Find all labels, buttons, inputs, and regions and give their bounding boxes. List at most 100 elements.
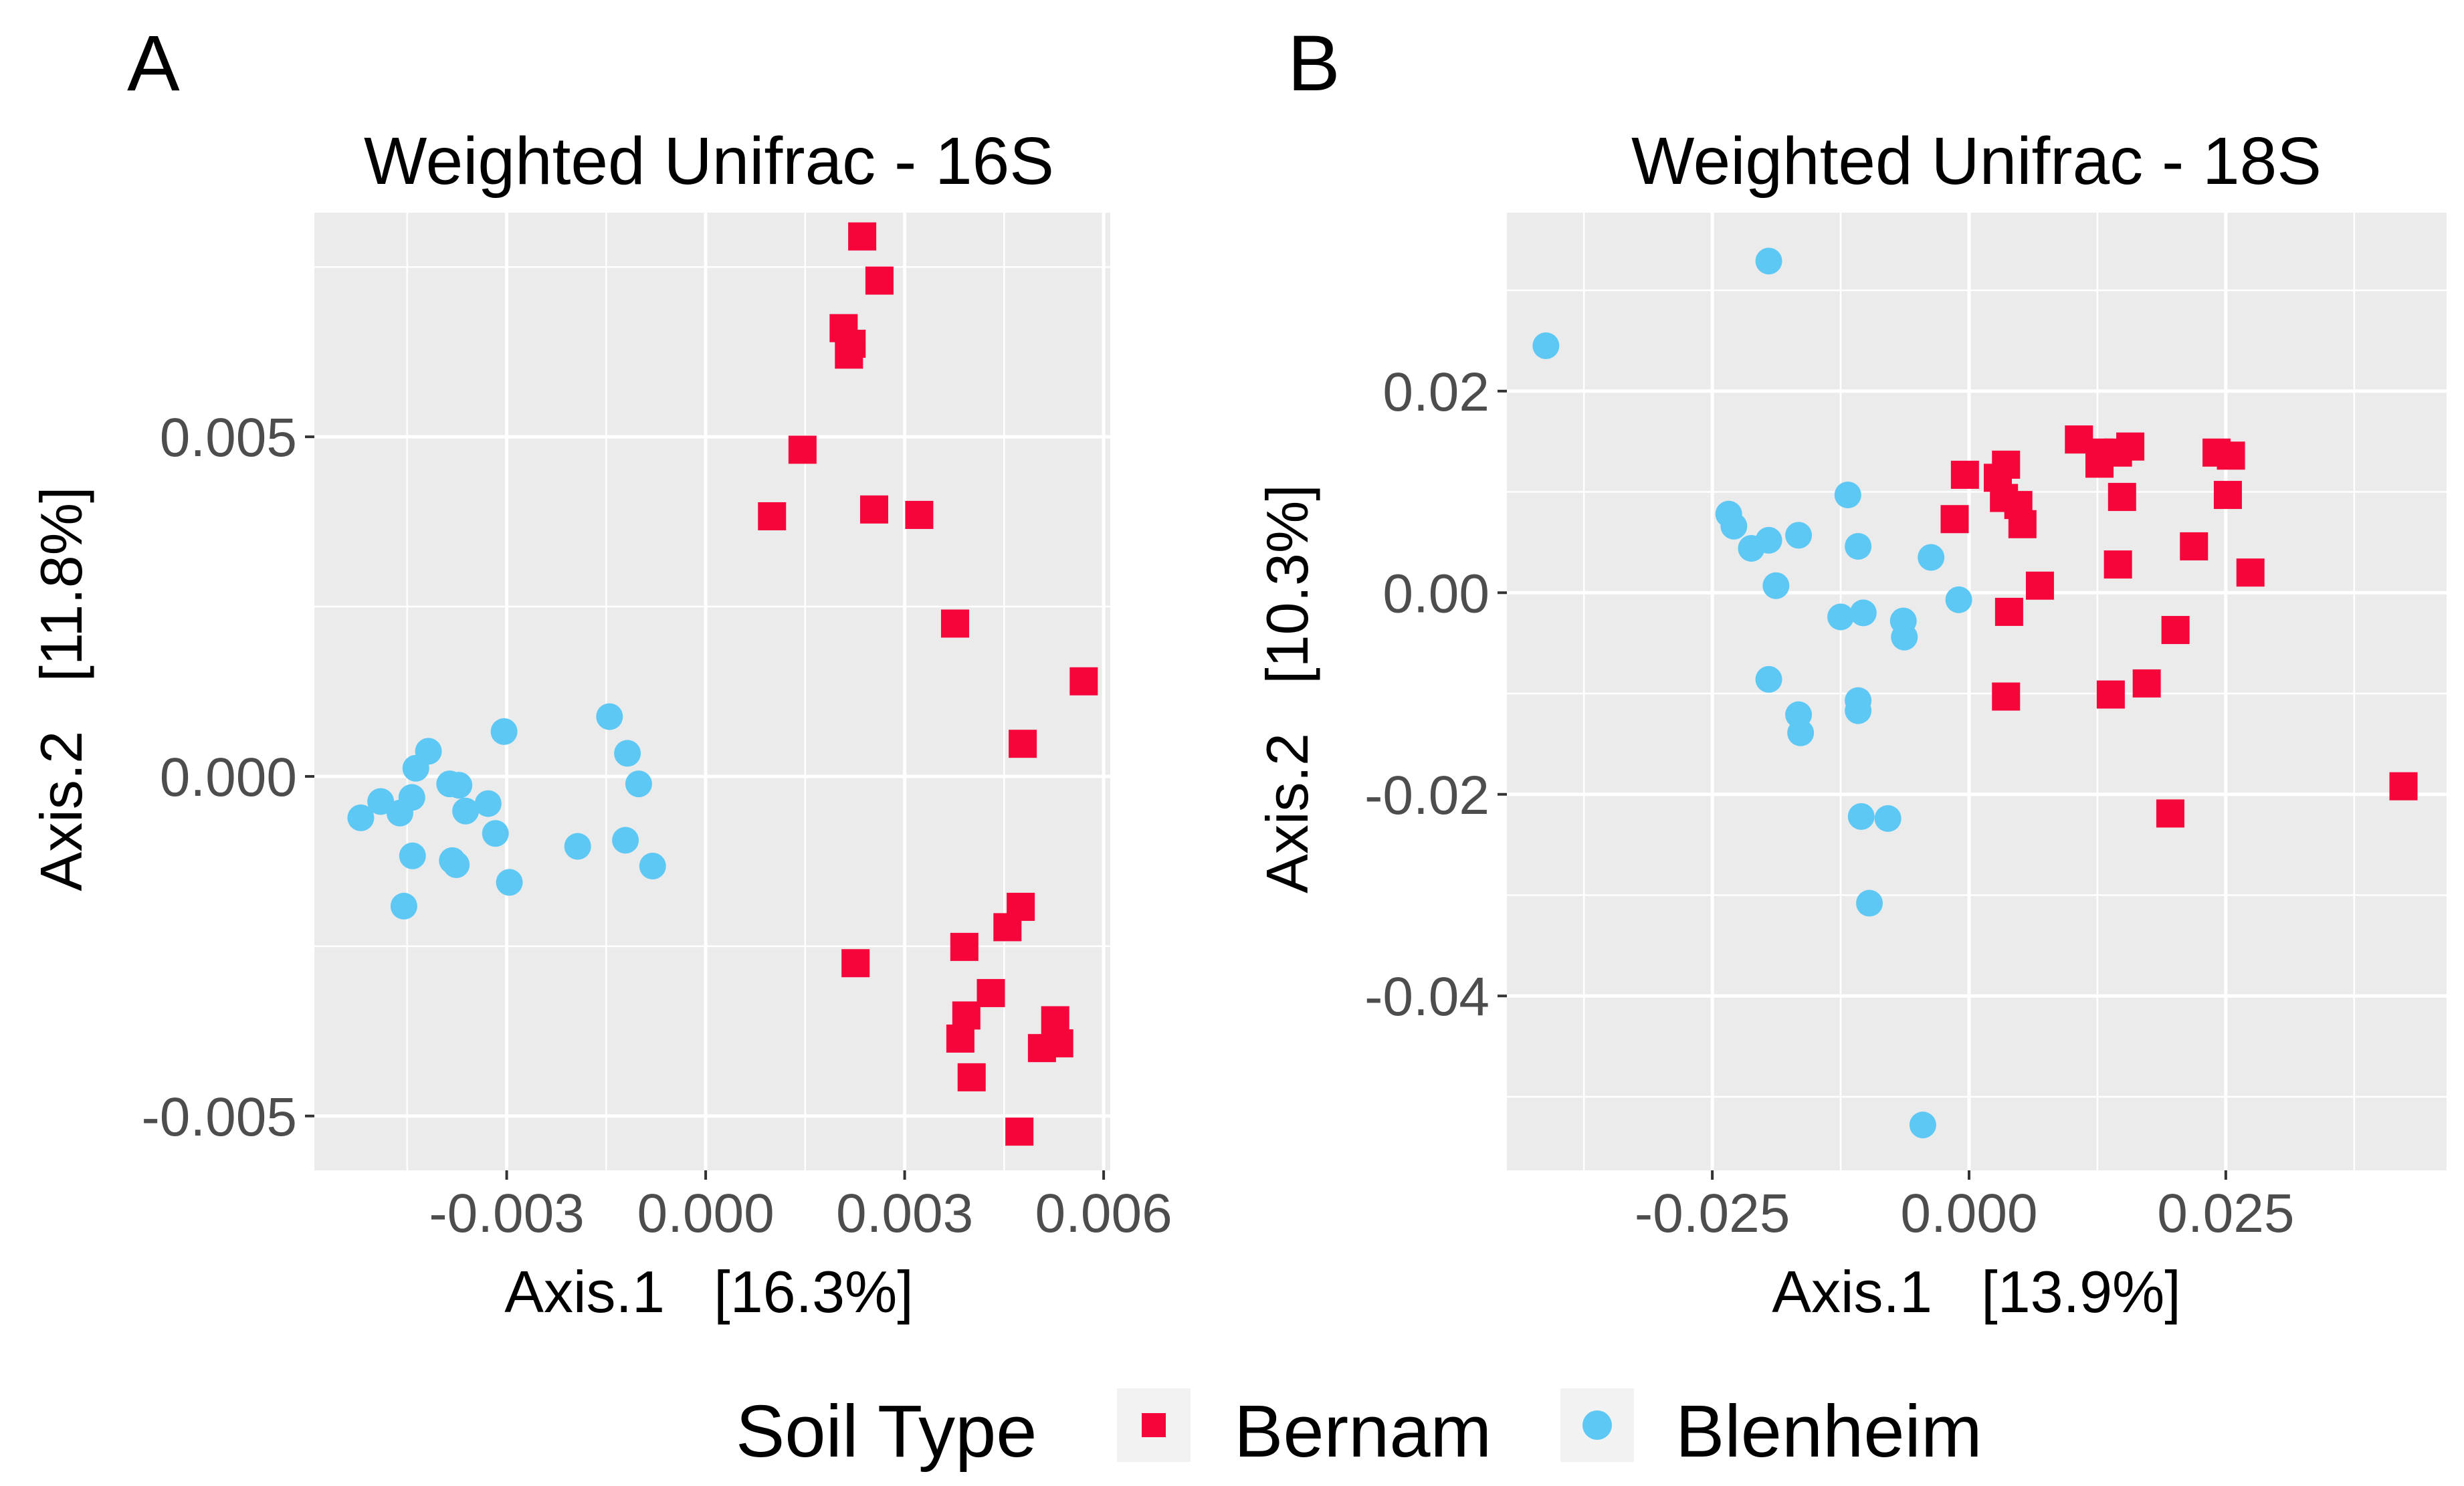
legend-swatch-blenheim: [1582, 1410, 1612, 1440]
panel-a-point-bernam: [1005, 1118, 1034, 1146]
panel-b-x-tick-label: 0.025: [2157, 1183, 2294, 1244]
panel-a-point-blenheim: [445, 772, 473, 799]
panel-a-x-tick-label: 0.000: [637, 1183, 774, 1244]
panel-a-plot: -0.003 0.000 0.003 0.006 -0.005 0.000 0.005: [141, 213, 1172, 1244]
panel-b-point-blenheim: [1856, 889, 1883, 917]
panel-b-point-bernam: [2116, 432, 2145, 461]
panel-a-x-tick-label: 0.003: [836, 1183, 973, 1244]
panel-b-point-bernam: [2180, 532, 2209, 560]
panel-a-point-blenheim: [612, 827, 639, 854]
panel-label-b: B: [1288, 19, 1340, 108]
legend-swatch-bernam: [1142, 1413, 1166, 1437]
panel-b-point-bernam: [2132, 669, 2161, 698]
panel-b-point-blenheim: [1918, 544, 1945, 571]
panel-a-point-bernam: [950, 932, 979, 961]
panel-b-point-blenheim: [1891, 623, 1918, 651]
panel-b-point-bernam: [2103, 550, 2132, 579]
panel-a-point-blenheim: [390, 892, 417, 920]
panel-b-plot-background: [1507, 213, 2447, 1170]
panel-a-point-bernam: [957, 1063, 986, 1091]
panel-b-point-bernam: [1950, 460, 1979, 489]
panel-b-point-blenheim: [1945, 586, 1972, 613]
panel-a-point-bernam: [1045, 1029, 1073, 1058]
panel-a-title: Weighted Unifrac - 16S: [364, 124, 1054, 199]
panel-b-point-blenheim: [1845, 532, 1872, 560]
panel-b-x-tick-label: -0.025: [1635, 1183, 1790, 1244]
panel-b-point-bernam: [2213, 481, 2242, 510]
panel-b-point-bernam: [2236, 558, 2265, 587]
panel-b-x-tick-label: 0.000: [1900, 1183, 2037, 1244]
panel-b-y-axis-label: Axis.2 [10.3%]: [1254, 484, 1320, 893]
panel-a-point-blenheim: [398, 784, 425, 811]
panel-a-x-tick-label: -0.003: [429, 1183, 585, 1244]
panel-b-point-blenheim: [1827, 603, 1855, 631]
legend-label-blenheim: Blenheim: [1675, 1390, 1982, 1473]
panel-b-point-blenheim: [1755, 665, 1782, 693]
panel-a-point-blenheim: [639, 853, 666, 880]
panel-b-point-blenheim: [1785, 522, 1813, 549]
panel-a-point-bernam: [788, 435, 817, 464]
panel-a-point-bernam: [946, 1024, 974, 1053]
panel-a-point-bernam: [1069, 667, 1098, 696]
panel-a-point-blenheim: [564, 833, 591, 860]
panel-a-point-blenheim: [452, 797, 480, 825]
panel-b-point-blenheim: [1834, 482, 1861, 509]
panel-a-x-tick-label: 0.006: [1035, 1183, 1172, 1244]
panel-a-x-axis-label: Axis.1 [16.3%]: [504, 1259, 913, 1325]
panel-a-point-blenheim: [625, 770, 652, 798]
panel-a-point-blenheim: [474, 790, 502, 817]
panel-a-point-blenheim: [399, 842, 426, 869]
panel-b-point-blenheim: [1909, 1111, 1936, 1139]
panel-a-y-tick-label: -0.005: [141, 1087, 297, 1148]
panel-a-point-bernam: [835, 340, 863, 369]
panel-a-point-blenheim: [443, 851, 470, 878]
panel-b-point-blenheim: [1874, 805, 1902, 832]
panel-b-point-blenheim: [1755, 247, 1782, 275]
panel-a-point-bernam: [859, 495, 888, 524]
panel-a-point-bernam: [848, 222, 877, 251]
panel-a-point-bernam: [977, 978, 1005, 1007]
panel-a-y-tick-label: 0.005: [160, 407, 297, 468]
panel-b-point-bernam: [1994, 597, 2023, 626]
panel-b-plot: -0.025 0.000 0.025 -0.04 -0.02 0.00 0.02: [1364, 213, 2447, 1244]
panel-a-plot-background: [314, 213, 1110, 1170]
legend: Soil Type Bernam Blenheim: [736, 1388, 1982, 1473]
panel-b-title: Weighted Unifrac - 18S: [1631, 124, 2322, 199]
panel-b-point-blenheim: [1787, 719, 1815, 746]
panel-a-y-axis-label: Axis.2 [11.8%]: [28, 487, 94, 891]
panel-a-point-bernam: [758, 502, 787, 530]
panel-b-y-tick-label: -0.02: [1364, 765, 1490, 826]
panel-a-point-bernam: [940, 609, 969, 638]
panel-b-point-bernam: [2389, 772, 2418, 801]
panel-b-point-blenheim: [1845, 697, 1872, 724]
panel-b-point-bernam: [2008, 510, 2037, 538]
panel-b-point-blenheim: [1847, 803, 1875, 830]
panel-b-point-bernam: [2217, 441, 2245, 470]
legend-title: Soil Type: [736, 1390, 1037, 1473]
panel-b-point-bernam: [2096, 680, 2125, 709]
panel-b-point-blenheim: [1755, 526, 1782, 554]
panel-b-point-blenheim: [1762, 572, 1790, 599]
panel-a-point-blenheim: [496, 869, 523, 896]
panel-a-point-blenheim: [596, 703, 623, 730]
panel-a-y-tick-label: 0.000: [160, 747, 297, 808]
panel-label-a: A: [127, 19, 180, 108]
panel-b-point-bernam: [2108, 483, 2136, 512]
panel-a-point-blenheim: [367, 788, 395, 815]
panel-a-point-bernam: [841, 949, 870, 978]
panel-a-point-blenheim: [415, 738, 442, 765]
panel-b-y-tick-label: 0.02: [1382, 362, 1490, 423]
panel-a-point-blenheim: [490, 718, 518, 745]
panel-b-y-tick-label: 0.00: [1382, 563, 1490, 624]
panel-b-point-blenheim: [1532, 332, 1560, 359]
panel-a-point-bernam: [1009, 730, 1037, 758]
panel-b-point-bernam: [2161, 616, 2190, 645]
panel-b-x-axis-label: Axis.1 [13.9%]: [1772, 1259, 2180, 1325]
panel-b-point-bernam: [2156, 799, 2184, 828]
panel-a-point-bernam: [905, 500, 934, 529]
panel-b-point-blenheim: [1849, 599, 1877, 627]
legend-label-bernam: Bernam: [1234, 1390, 1492, 1473]
panel-a-point-blenheim: [614, 740, 641, 767]
panel-b-point-bernam: [2025, 571, 2054, 600]
